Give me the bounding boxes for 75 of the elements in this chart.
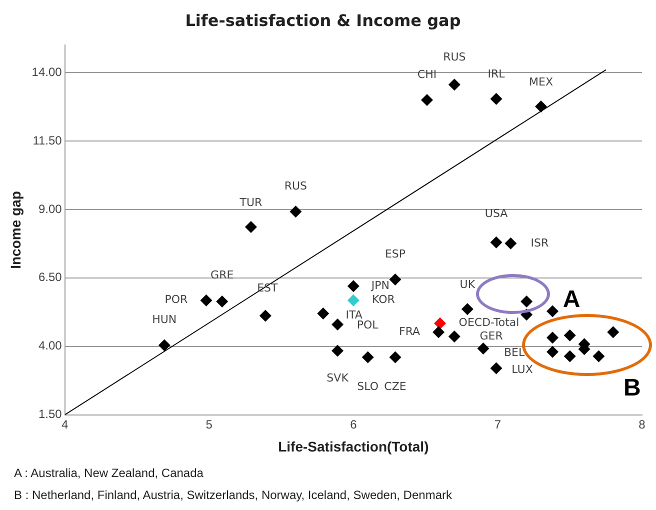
annotation: GRE [210, 268, 234, 282]
point [546, 346, 559, 358]
annotation: USA [484, 207, 508, 220]
annotation: MEX [529, 75, 554, 88]
annotation: ISR [530, 236, 549, 250]
text: A : Australia, New Zealand, Canada [14, 465, 204, 482]
point [347, 294, 360, 306]
annotation: LUX [512, 363, 534, 376]
y-tick-label: 6.50 [38, 270, 62, 284]
annotation: JPN [370, 278, 390, 292]
point [564, 350, 576, 362]
y-tick-label: 9.00 [38, 202, 62, 216]
point [504, 237, 517, 250]
annotation: IRL [488, 68, 506, 81]
annotation: BEL [504, 346, 526, 360]
point [200, 294, 212, 306]
annotation: TUR [238, 196, 263, 209]
point [317, 308, 330, 320]
y-tick-label: 11.50 [32, 133, 62, 148]
y-axis-title: Income gap [7, 191, 24, 269]
x-tick-label: 7 [494, 417, 502, 432]
point [432, 326, 445, 338]
annotation: CHI [417, 68, 437, 81]
point [259, 310, 272, 322]
point [564, 329, 576, 342]
point [534, 100, 547, 113]
annotation: HUN [152, 313, 177, 326]
x-tick-label: 5 [206, 417, 213, 432]
point [490, 362, 502, 374]
annotation: GER [480, 329, 504, 342]
point [490, 92, 502, 105]
point [389, 351, 402, 364]
x-axis-title: Life-Satisfaction(Total) [278, 438, 429, 454]
annotation: OECD-Total [458, 316, 520, 330]
point [448, 78, 460, 91]
point [546, 332, 559, 344]
point [389, 274, 402, 286]
annotation: A [562, 286, 580, 313]
annotation: SVK [326, 372, 350, 385]
annotation: POR [164, 293, 188, 306]
y-tick-label: 1.50 [38, 407, 62, 422]
x-tick-label: 6 [350, 417, 358, 432]
point [434, 317, 446, 330]
point [216, 295, 228, 308]
annotation: UK [460, 278, 476, 291]
point [347, 280, 360, 292]
point [490, 236, 502, 248]
point [290, 206, 302, 218]
annotation: CZE [384, 380, 406, 394]
point [448, 330, 460, 342]
annotation: RUS [443, 50, 466, 64]
point [362, 351, 374, 364]
point [520, 295, 533, 308]
y-tick-label: 4.00 [38, 338, 62, 353]
point [607, 326, 620, 338]
annotation: B [623, 374, 641, 402]
point [158, 339, 170, 352]
x-tick-label: 8 [638, 417, 646, 432]
point [592, 350, 605, 362]
point [546, 305, 559, 318]
annotation: FRA [399, 324, 421, 338]
x-tick-label: 4 [61, 417, 68, 432]
annotation: RUS [284, 180, 308, 193]
point [244, 220, 257, 233]
y-tick-label: 14.00 [32, 64, 62, 79]
annotation: SLO [357, 380, 379, 394]
point [461, 303, 474, 316]
point [332, 344, 344, 357]
annotation: KOR [372, 293, 396, 306]
chart-title: Life-satisfaction & Income gap [185, 10, 461, 30]
annotation: ESP [384, 247, 406, 260]
point [332, 318, 344, 330]
point [421, 94, 434, 106]
point [477, 342, 490, 355]
text: B : Netherland, Finland, Austria, Switzerlands, Norway, Iceland, Sweden, Denmark [14, 487, 452, 504]
